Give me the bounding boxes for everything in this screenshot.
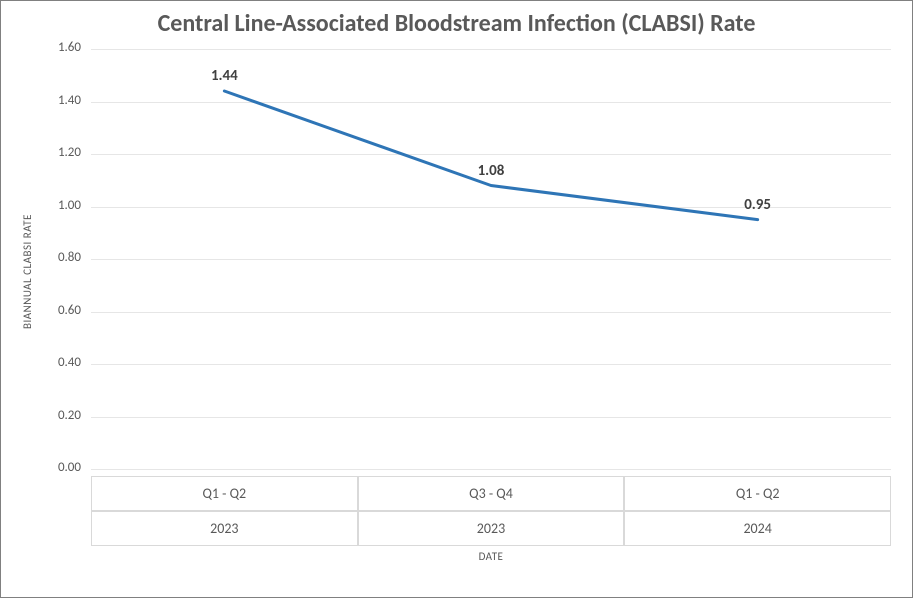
x-category-year: 2023 — [358, 511, 625, 546]
data-point-label: 1.44 — [199, 67, 249, 85]
x-category-year: 2024 — [624, 511, 891, 546]
x-category-period: Q1 - Q2 — [91, 476, 358, 511]
x-category-period: Q1 - Q2 — [624, 476, 891, 511]
x-axis-title: DATE — [91, 550, 891, 563]
x-category-period: Q3 - Q4 — [358, 476, 625, 511]
chart-container: Central Line-Associated Bloodstream Infe… — [0, 0, 913, 598]
data-point-label: 0.95 — [733, 196, 783, 214]
series-polyline — [224, 91, 757, 220]
x-category-year: 2023 — [91, 511, 358, 546]
data-point-label: 1.08 — [466, 162, 516, 180]
